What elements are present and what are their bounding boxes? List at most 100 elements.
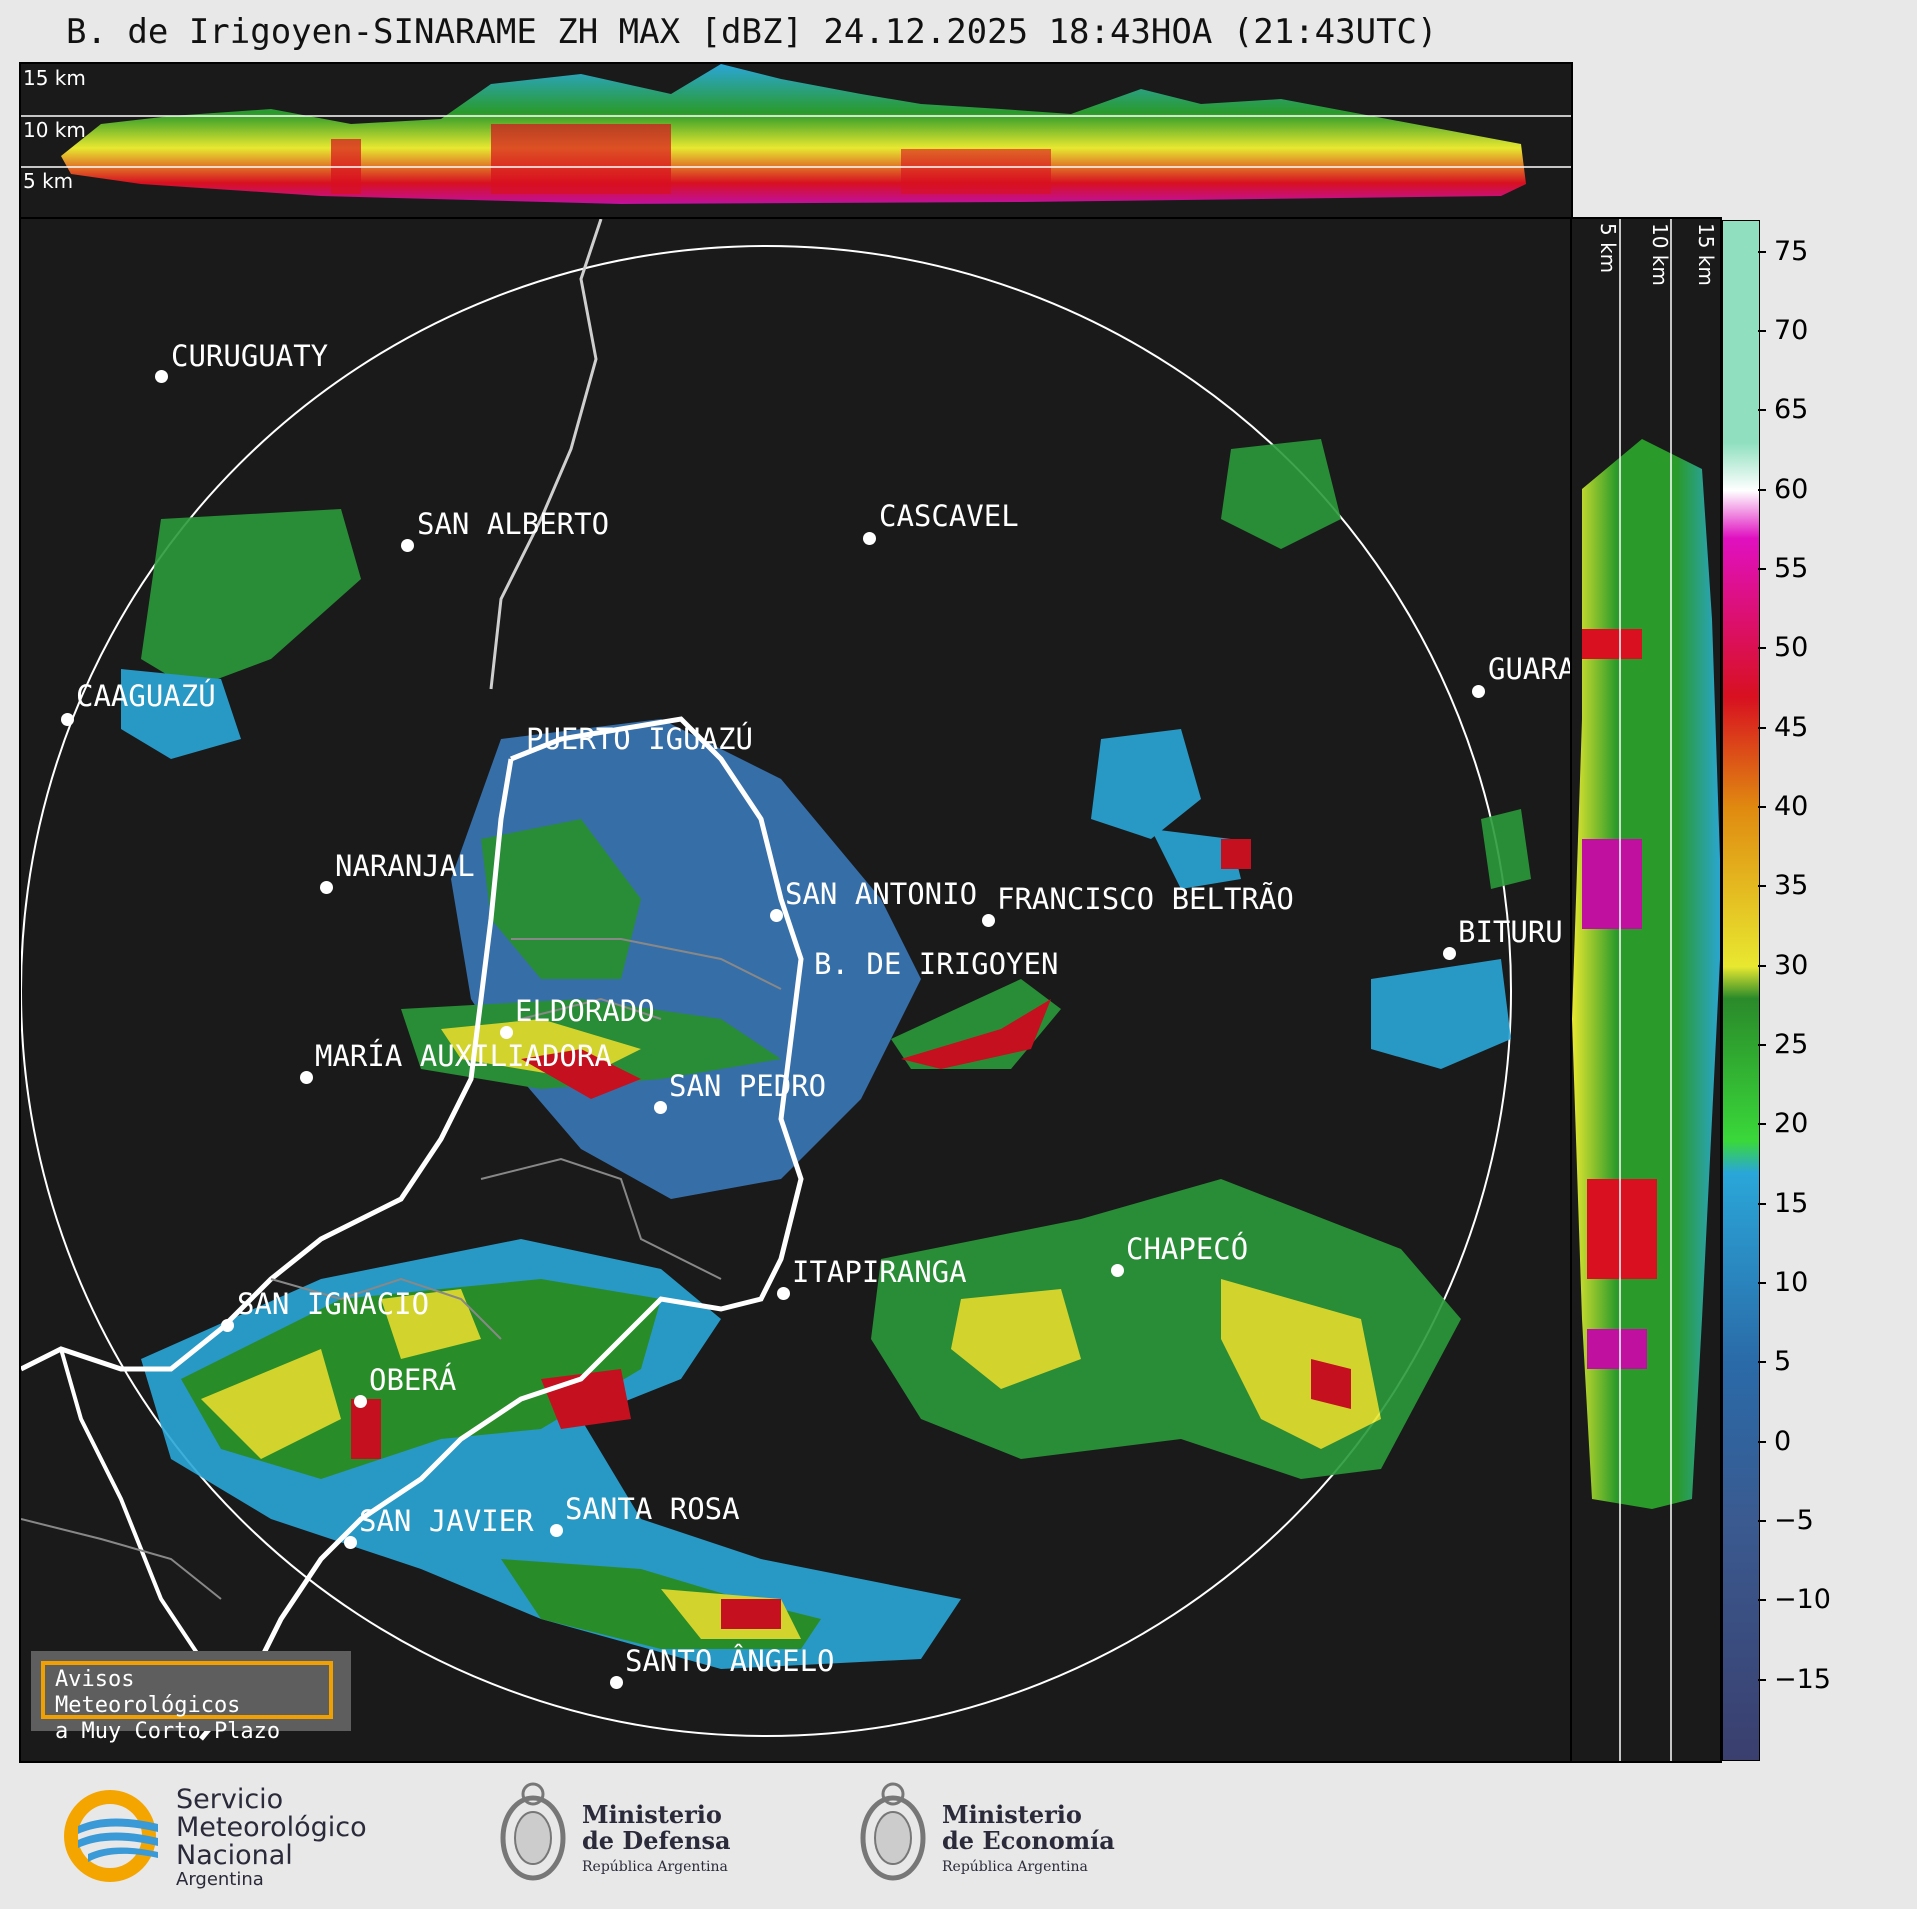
city-marker-curuguaty: [155, 370, 168, 383]
colorbar-tick-label: 25: [1774, 1029, 1809, 1061]
side-height-label-5km: 5 km: [1596, 223, 1620, 274]
economia-logo: Ministerio de Economía República Argenti…: [856, 1776, 1136, 1896]
colorbar-tick-label: −15: [1774, 1663, 1831, 1695]
city-label-eldorado: ELDORADO: [515, 994, 655, 1028]
colorbar-tick-mark: [1758, 1044, 1766, 1047]
height-label-15km: 15 km: [23, 66, 86, 90]
warnings-line-2: a Muy Corto Plazo: [55, 1719, 281, 1744]
side-cross-section-panel: 5 km 10 km 15 km: [1570, 217, 1722, 1763]
colorbar-tick-mark: [1758, 726, 1766, 729]
city-label-caaguazu: CAAGUAZÚ: [76, 679, 216, 713]
city-marker-bituru: [1443, 947, 1456, 960]
city-label-itapiranga: ITAPIRANGA: [792, 1255, 967, 1289]
smn-line-1: Servicio: [176, 1784, 284, 1815]
city-label-naranjal: NARANJAL: [335, 849, 475, 883]
colorbar-tick-label: 20: [1774, 1108, 1809, 1140]
colorbar-tick-mark: [1758, 1520, 1766, 1522]
colorbar-tick-mark: [1758, 964, 1766, 967]
city-label-santa-rosa: SANTA ROSA: [565, 1492, 740, 1526]
colorbar-tick-label: 10: [1774, 1267, 1809, 1299]
city-marker-chapeco: [1111, 1264, 1124, 1277]
city-marker-san-alberto: [401, 539, 414, 552]
colorbar-tick-label: 60: [1774, 473, 1809, 505]
radar-map-panel: CURUGUATY SAN ALBERTO CASCAVEL CAAGUAZÚ …: [19, 217, 1573, 1763]
city-label-san-ignacio: SAN IGNACIO: [237, 1287, 430, 1321]
city-marker-itapiranga: [777, 1287, 790, 1300]
map-title: B. de Irigoyen-SINARAME ZH MAX [dBZ] 24.…: [66, 12, 1438, 52]
colorbar-tick-mark: [1758, 409, 1766, 412]
city-marker-santa-rosa: [550, 1524, 563, 1537]
city-marker-naranjal: [320, 881, 333, 894]
smn-line-3: Nacional: [176, 1840, 293, 1871]
height-label-10km: 10 km: [23, 118, 86, 142]
city-marker-francisco-beltrao: [982, 914, 995, 927]
colorbar-tick-mark: [1758, 1599, 1766, 1602]
colorbar-tick-mark: [1758, 250, 1766, 253]
colorbar-tick-label: 55: [1774, 553, 1809, 585]
smn-logo-text: Servicio Meteorológico Nacional Argentin…: [176, 1786, 367, 1890]
city-marker-san-pedro: [654, 1101, 667, 1114]
economia-seal-icon: [860, 1782, 926, 1881]
colorbar-tick-mark: [1758, 1282, 1766, 1285]
city-marker-san-antonio: [770, 909, 783, 922]
colorbar-tick-mark: [1758, 1361, 1766, 1364]
warnings-box[interactable]: Avisos Meteorológicos a Muy Corto Plazo: [31, 1651, 351, 1744]
colorbar-tick-label: 65: [1774, 394, 1809, 426]
smn-logo-mark: [64, 1790, 158, 1882]
top-cross-section-echo: [21, 64, 1571, 204]
economia-line-2: de Economía: [942, 1826, 1115, 1855]
defensa-logo-text: Ministerio de Defensa República Argentin…: [582, 1802, 731, 1880]
colorbar-tick-mark: [1758, 1123, 1766, 1126]
economia-line-1: Ministerio: [942, 1800, 1082, 1829]
city-marker-cascavel: [863, 532, 876, 545]
city-marker-obera: [354, 1395, 367, 1408]
defensa-line-3: República Argentina: [582, 1859, 728, 1875]
defensa-logo: Ministerio de Defensa República Argentin…: [496, 1776, 756, 1896]
colorbar-tick-mark: [1758, 1202, 1766, 1205]
colorbar-tick-label: 30: [1774, 949, 1809, 981]
city-label-obera: OBERÁ: [369, 1363, 457, 1397]
city-marker-caaguazu: [61, 713, 74, 726]
defensa-seal-icon: [500, 1782, 566, 1881]
side-height-label-15km: 15 km: [1694, 223, 1718, 286]
colorbar-tick-label: 50: [1774, 632, 1809, 664]
top-cross-section-panel: 15 km 10 km 5 km: [19, 62, 1573, 220]
city-label-guara: GUARA: [1488, 652, 1573, 686]
colorbar-tick-mark: [1758, 488, 1766, 491]
city-label-san-antonio: SAN ANTONIO: [785, 877, 978, 911]
smn-line-4: Argentina: [176, 1869, 264, 1890]
colorbar-tick-label: 15: [1774, 1187, 1809, 1219]
colorbar-tick-label: 70: [1774, 315, 1809, 347]
defensa-line-2: de Defensa: [582, 1826, 731, 1855]
warnings-box-frame: Avisos Meteorológicos a Muy Corto Plazo: [41, 1661, 333, 1744]
city-label-san-pedro: SAN PEDRO: [669, 1069, 827, 1103]
defensa-line-1: Ministerio: [582, 1800, 722, 1829]
smn-line-2: Meteorológico: [176, 1812, 367, 1843]
colorbar-tick-label: −10: [1774, 1584, 1831, 1616]
city-label-curuguaty: CURUGUATY: [171, 339, 329, 373]
dbz-colorbar: [1722, 220, 1760, 1761]
city-label-cascavel: CASCAVEL: [879, 499, 1019, 533]
city-marker-guara: [1472, 685, 1485, 698]
city-marker-santo-angelo: [610, 1676, 623, 1689]
colorbar-tick-label: 40: [1774, 791, 1809, 823]
economia-line-3: República Argentina: [942, 1859, 1088, 1875]
city-label-maria-auxiliadora: MARÍA AUXILIADORA: [315, 1039, 612, 1073]
city-label-b-de-irigoyen: B. DE IRIGOYEN: [814, 947, 1059, 981]
radar-echo-layer: [21, 219, 1531, 1741]
colorbar-tick-label: 75: [1774, 235, 1809, 267]
city-label-san-javier: SAN JAVIER: [359, 1504, 534, 1538]
colorbar-tick-label: 5: [1774, 1346, 1792, 1378]
height-label-5km: 5 km: [23, 169, 74, 193]
city-marker-san-javier: [344, 1536, 357, 1549]
side-height-label-10km: 10 km: [1648, 223, 1672, 286]
city-label-chapeco: CHAPECÓ: [1126, 1232, 1249, 1266]
side-cross-section-echo: [1572, 219, 1720, 1761]
colorbar-tick-label: 45: [1774, 711, 1809, 743]
colorbar-tick-label: 0: [1774, 1425, 1792, 1457]
city-marker-eldorado: [500, 1026, 513, 1039]
colorbar-tick-mark: [1758, 330, 1766, 333]
colorbar-tick-mark: [1758, 806, 1766, 809]
economia-logo-text: Ministerio de Economía República Argenti…: [942, 1802, 1115, 1880]
colorbar-tick-label: −5: [1774, 1505, 1814, 1536]
